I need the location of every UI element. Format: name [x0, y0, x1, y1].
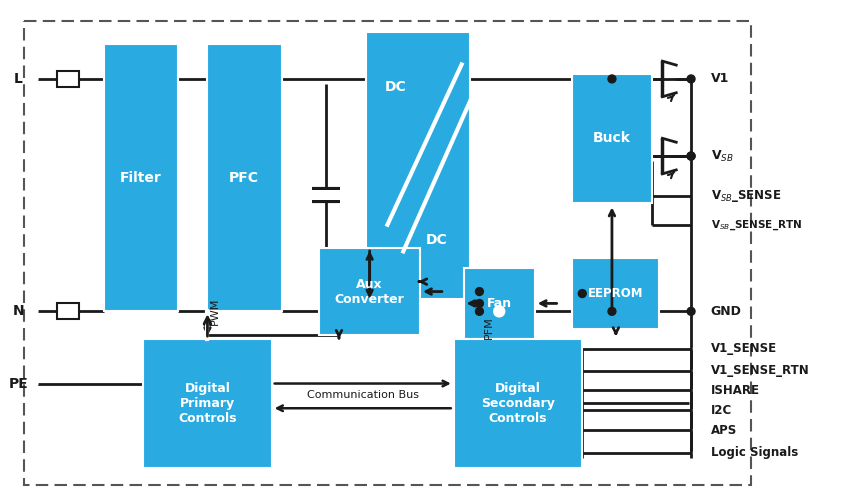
- Circle shape: [694, 448, 704, 458]
- Text: I2C: I2C: [711, 404, 732, 417]
- Circle shape: [694, 405, 704, 415]
- Circle shape: [687, 307, 695, 316]
- Circle shape: [27, 306, 38, 317]
- Text: DC: DC: [426, 233, 448, 247]
- Text: ISHARE: ISHARE: [711, 384, 760, 397]
- Text: DC: DC: [385, 80, 406, 94]
- Circle shape: [475, 307, 483, 316]
- Bar: [463, 268, 535, 339]
- Bar: [319, 248, 420, 335]
- Circle shape: [27, 379, 38, 389]
- Circle shape: [475, 288, 483, 295]
- Bar: [366, 32, 469, 299]
- Circle shape: [608, 75, 616, 83]
- Text: Digital
Secondary
Controls: Digital Secondary Controls: [481, 382, 555, 425]
- Circle shape: [694, 366, 704, 375]
- Text: Communication Bus: Communication Bus: [307, 391, 419, 400]
- Text: Logic Signals: Logic Signals: [711, 446, 798, 459]
- Bar: [103, 44, 178, 311]
- Circle shape: [687, 152, 695, 160]
- Text: V$_{SB}$_SENSE: V$_{SB}$_SENSE: [711, 187, 781, 204]
- Circle shape: [694, 306, 704, 317]
- Circle shape: [687, 152, 695, 160]
- Text: PFM: PFM: [484, 317, 494, 339]
- Text: V1_SENSE: V1_SENSE: [711, 342, 777, 355]
- Bar: [143, 339, 272, 468]
- Circle shape: [494, 306, 504, 317]
- Text: V$_{SB}$_SENSE_RTN: V$_{SB}$_SENSE_RTN: [711, 219, 802, 232]
- Circle shape: [608, 307, 616, 316]
- Bar: [57, 303, 79, 319]
- Bar: [57, 71, 79, 87]
- Bar: [454, 339, 582, 468]
- Text: N: N: [13, 304, 25, 319]
- Bar: [572, 258, 659, 329]
- Text: V$_{SB}$: V$_{SB}$: [711, 149, 734, 164]
- Bar: [572, 74, 652, 203]
- Bar: [208, 44, 281, 311]
- Text: L: L: [15, 72, 23, 86]
- Text: V1_SENSE_RTN: V1_SENSE_RTN: [711, 364, 810, 377]
- Circle shape: [694, 74, 704, 84]
- Bar: [25, 21, 752, 485]
- Circle shape: [694, 151, 704, 161]
- Text: V1: V1: [711, 73, 729, 86]
- Circle shape: [687, 75, 695, 83]
- Circle shape: [694, 344, 704, 354]
- Text: Digital
Primary
Controls: Digital Primary Controls: [178, 382, 237, 425]
- Text: PE: PE: [9, 376, 28, 391]
- Text: GND: GND: [711, 305, 742, 318]
- Circle shape: [578, 290, 587, 297]
- Circle shape: [475, 299, 483, 307]
- Circle shape: [694, 386, 704, 396]
- Text: Filter: Filter: [120, 171, 161, 185]
- Text: EEPROM: EEPROM: [588, 287, 644, 300]
- Text: APS: APS: [711, 423, 737, 436]
- Text: Buck: Buck: [593, 131, 631, 145]
- Circle shape: [694, 425, 704, 435]
- Text: Fan: Fan: [486, 297, 512, 310]
- Bar: [311, 190, 341, 200]
- Text: PFC: PFC: [229, 171, 259, 185]
- Text: PWM: PWM: [209, 298, 220, 325]
- Text: Aux
Converter: Aux Converter: [335, 278, 404, 305]
- Circle shape: [27, 74, 38, 84]
